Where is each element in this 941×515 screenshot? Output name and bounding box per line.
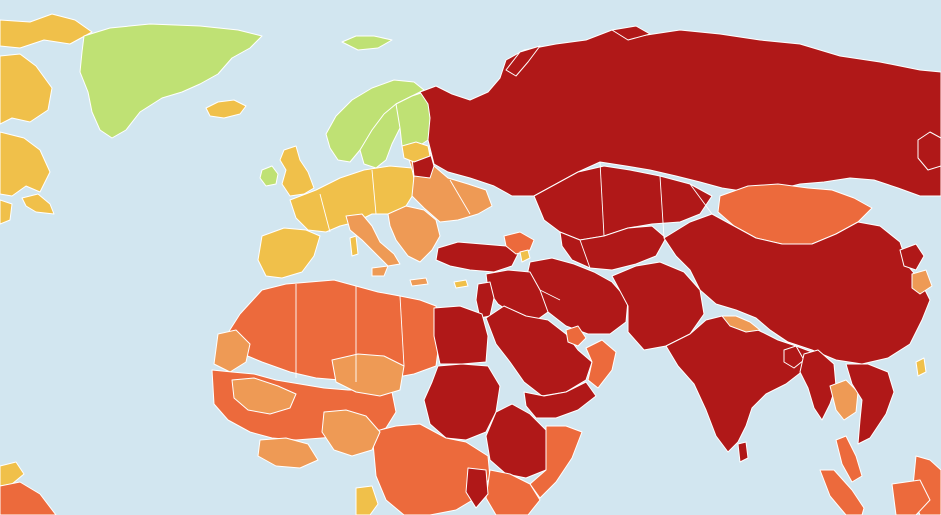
- sahel[interactable]: [231, 377, 297, 415]
- sardinia-corsica[interactable]: [349, 235, 359, 257]
- thailand[interactable]: [829, 379, 859, 421]
- border-line: [769, 329, 791, 345]
- bangladesh[interactable]: [783, 345, 805, 369]
- saudi-arabia[interactable]: [485, 305, 593, 397]
- atlantic-coast[interactable]: [0, 461, 25, 487]
- somalia[interactable]: [529, 425, 583, 499]
- sudan[interactable]: [423, 363, 501, 441]
- gabon[interactable]: [355, 485, 379, 515]
- border-line: [659, 175, 665, 239]
- korea-north[interactable]: [899, 243, 925, 271]
- novaya-zemlya[interactable]: [505, 45, 541, 77]
- border-line: [319, 193, 331, 233]
- egypt[interactable]: [433, 305, 489, 365]
- yemen[interactable]: [523, 381, 597, 419]
- sri-lanka[interactable]: [737, 441, 749, 463]
- caucasus[interactable]: [503, 231, 535, 255]
- turkey[interactable]: [435, 241, 519, 273]
- canada-arctic-islands[interactable]: [0, 13, 93, 49]
- sumatra[interactable]: [819, 469, 865, 515]
- border-line: [539, 289, 561, 301]
- north-africa[interactable]: [225, 279, 441, 383]
- border-line: [399, 295, 405, 367]
- balkans[interactable]: [387, 205, 441, 263]
- nepal[interactable]: [721, 315, 761, 333]
- chad-niger[interactable]: [331, 353, 405, 397]
- south-sudan-uganda[interactable]: [465, 467, 489, 509]
- svalbard[interactable]: [341, 35, 393, 51]
- border-line: [599, 161, 605, 237]
- korea-south[interactable]: [911, 269, 933, 295]
- gulf-of-guinea[interactable]: [257, 437, 319, 469]
- canada-newfoundland[interactable]: [21, 193, 55, 215]
- western-sahara[interactable]: [213, 329, 251, 373]
- severnaya-zemlya[interactable]: [611, 25, 651, 41]
- nigeria-cameroon[interactable]: [321, 409, 381, 457]
- armenia[interactable]: [519, 249, 531, 263]
- italy[interactable]: [345, 213, 401, 267]
- cyprus[interactable]: [453, 279, 469, 289]
- russia[interactable]: [419, 29, 941, 197]
- ireland[interactable]: [259, 165, 279, 187]
- east-africa[interactable]: [485, 469, 541, 515]
- iberia[interactable]: [257, 227, 321, 279]
- sakhalin[interactable]: [917, 131, 941, 171]
- malay-peninsula[interactable]: [835, 435, 863, 483]
- madagascar-region[interactable]: [891, 479, 931, 515]
- canada-north-coast[interactable]: [0, 53, 53, 125]
- greenland[interactable]: [79, 23, 263, 139]
- afghanistan-pakistan[interactable]: [611, 261, 705, 351]
- crete[interactable]: [409, 277, 429, 287]
- canada-east[interactable]: [0, 199, 13, 225]
- border-line: [689, 183, 713, 215]
- china[interactable]: [663, 213, 931, 365]
- indochina[interactable]: [845, 363, 895, 445]
- iceland[interactable]: [205, 99, 247, 119]
- taiwan[interactable]: [915, 357, 927, 377]
- united-kingdom[interactable]: [279, 145, 315, 197]
- brazil-tip[interactable]: [0, 481, 57, 515]
- baltics[interactable]: [401, 141, 431, 163]
- country-borders: [295, 161, 791, 382]
- uae-qatar[interactable]: [565, 325, 587, 347]
- canada-labrador[interactable]: [0, 131, 51, 197]
- border-line: [371, 169, 377, 215]
- myanmar[interactable]: [799, 349, 837, 421]
- oman[interactable]: [585, 339, 617, 389]
- border-line: [579, 239, 591, 269]
- border-line: [449, 179, 471, 215]
- sicily[interactable]: [371, 265, 389, 277]
